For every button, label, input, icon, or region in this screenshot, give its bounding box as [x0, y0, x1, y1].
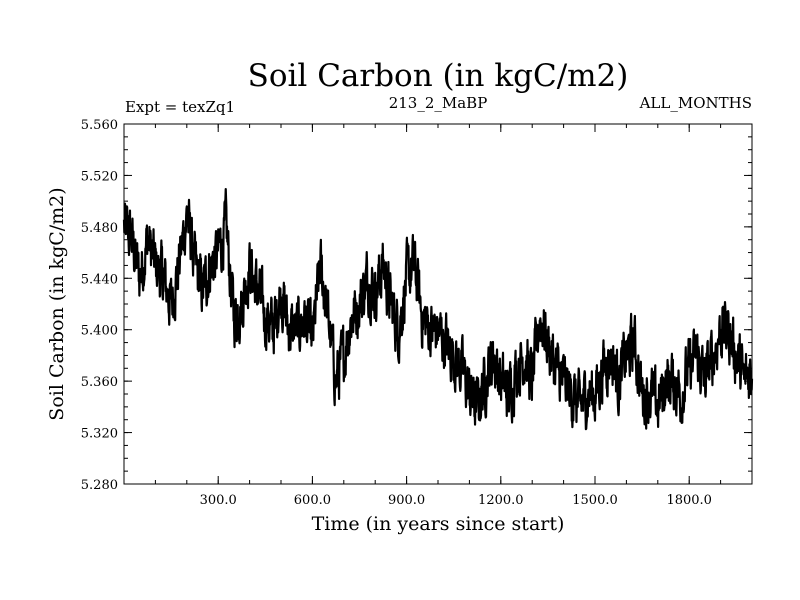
y-tick-label: 5.280 [81, 478, 118, 493]
y-axis-label: Soil Carbon (in kgC/m2) [46, 187, 68, 420]
y-tick-label: 5.440 [81, 272, 118, 287]
series-line-soil-carbon [122, 187, 754, 431]
plot-area [122, 187, 754, 431]
x-tick-label: 900.0 [388, 493, 425, 508]
x-tick-label: 1500.0 [572, 493, 618, 508]
y-tick-label: 5.320 [81, 427, 118, 442]
plot-frame [123, 123, 753, 485]
x-axis-label: Time (in years since start) [312, 513, 565, 535]
chart-title: Soil Carbon (in kgC/m2) [248, 58, 629, 94]
subtitle-period: 213_2_MaBP [389, 94, 488, 112]
x-tick-label: 1800.0 [666, 493, 712, 508]
y-tick-label: 5.520 [81, 169, 118, 184]
y-tick-label: 5.360 [81, 375, 118, 390]
subtitle-experiment: Expt = texZq1 [125, 98, 235, 116]
x-tick-label: 600.0 [294, 493, 331, 508]
x-tick-label: 1200.0 [478, 493, 524, 508]
y-tick-label: 5.400 [81, 324, 118, 339]
axis-ticks: 5.280 5.320 5.360 5.400 5.440 5.480 5.520 5.560… [81, 118, 753, 508]
x-tick-label: 300.0 [200, 493, 237, 508]
y-tick-label: 5.560 [81, 118, 118, 133]
y-tick-label: 5.480 [81, 221, 118, 236]
subtitle-months: ALL_MONTHS [639, 94, 752, 112]
